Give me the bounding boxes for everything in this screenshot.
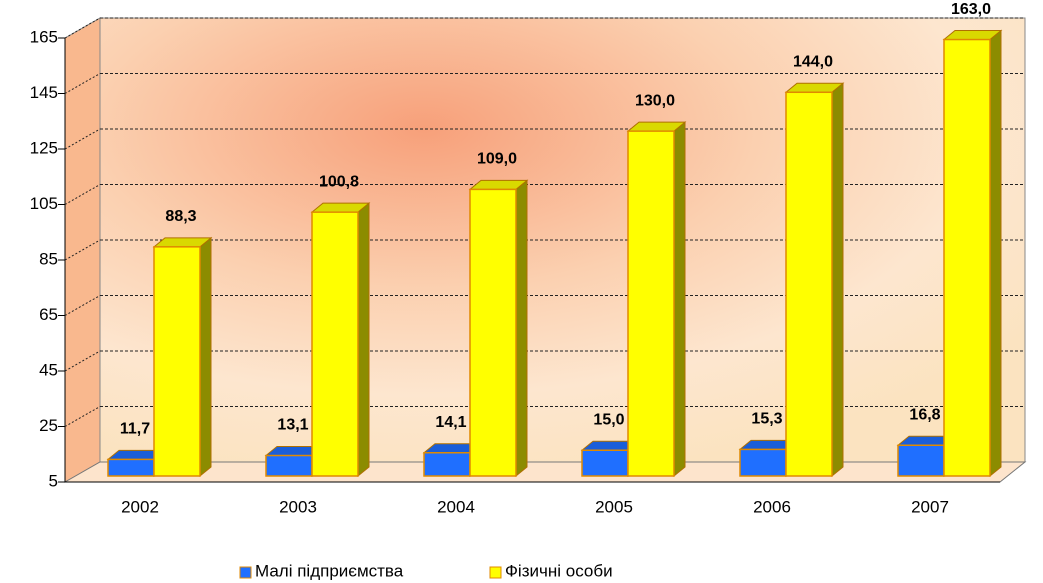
x-tick-label: 2002 [121, 497, 159, 516]
bar-side [831, 82, 844, 478]
bar-front [785, 91, 833, 477]
bar-side [989, 29, 1002, 478]
y-tick-label: 45 [39, 360, 58, 379]
bar [468, 179, 529, 478]
value-label: 130,0 [635, 92, 675, 109]
grid-line [64, 239, 101, 261]
bar-side [515, 179, 528, 478]
y-tick-label: 145 [30, 83, 58, 102]
value-label: 100,8 [319, 173, 359, 190]
x-tick-label: 2003 [279, 497, 317, 516]
value-label: 11,7 [120, 421, 150, 438]
legend-label: Фізичні особи [505, 561, 613, 580]
bar-front [943, 38, 991, 477]
grid-line [64, 350, 101, 372]
grid-line [64, 73, 101, 94]
grid-line [64, 406, 101, 427]
value-label: 13,1 [277, 417, 308, 434]
legend-swatch [239, 566, 252, 579]
bar-front [311, 211, 359, 477]
y-tick-label: 85 [39, 249, 58, 268]
value-label: 16,8 [909, 406, 940, 423]
bar-front [627, 130, 675, 477]
value-label: 88,3 [165, 208, 196, 225]
bar [784, 82, 845, 478]
bar [942, 29, 1003, 478]
grid-line [64, 295, 101, 316]
legend: Малі підприємства Фізичні особи [239, 561, 613, 580]
x-tick-label: 2007 [911, 497, 949, 516]
bar-front [153, 246, 201, 477]
bar-front [265, 454, 313, 477]
value-label: 15,3 [751, 411, 782, 428]
legend-label: Малі підприємства [255, 561, 404, 580]
bar [152, 236, 213, 478]
bar-side [673, 121, 686, 478]
value-label: 109,0 [477, 151, 517, 168]
y-tick-label: 25 [39, 416, 58, 435]
x-tick-label: 2006 [753, 497, 791, 516]
bar-front [581, 449, 629, 477]
legend-swatch [489, 566, 502, 579]
y-tick-label: 5 [49, 471, 58, 490]
value-label: 15,0 [593, 411, 624, 428]
value-label: 163,0 [951, 1, 991, 18]
grid-line [64, 184, 101, 205]
grid-line [64, 17, 101, 39]
grid-line [64, 128, 101, 150]
value-label: 144,0 [793, 53, 833, 70]
bar [626, 121, 687, 478]
bar-front [107, 458, 155, 477]
y-tick-label: 105 [30, 194, 58, 213]
y-tick-label: 65 [39, 305, 58, 324]
x-tick-label: 2005 [595, 497, 633, 516]
x-tick-label: 2004 [437, 497, 475, 516]
y-tick-label: 165 [30, 27, 58, 46]
bar-front [423, 451, 471, 477]
value-label: 14,1 [435, 414, 466, 431]
bar-side [199, 236, 212, 478]
bar-front [897, 444, 945, 477]
bar-front [469, 188, 517, 477]
y-tick-label: 125 [30, 138, 58, 157]
bar-front [739, 448, 787, 477]
bar-side [357, 202, 370, 478]
bar [310, 202, 371, 478]
